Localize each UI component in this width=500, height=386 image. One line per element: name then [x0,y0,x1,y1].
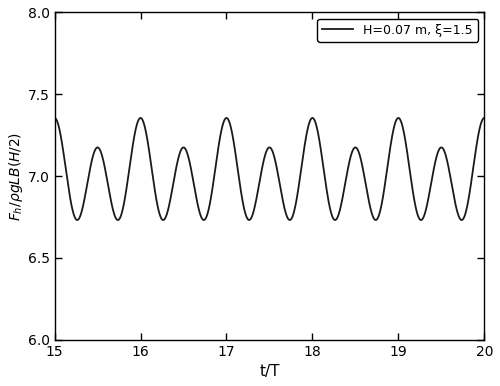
X-axis label: t/T: t/T [259,364,280,379]
Y-axis label: $F_h/\rho gLB(H/2)$: $F_h/\rho gLB(H/2)$ [7,132,25,220]
Legend: H=0.07 m, ξ=1.5: H=0.07 m, ξ=1.5 [317,19,478,42]
